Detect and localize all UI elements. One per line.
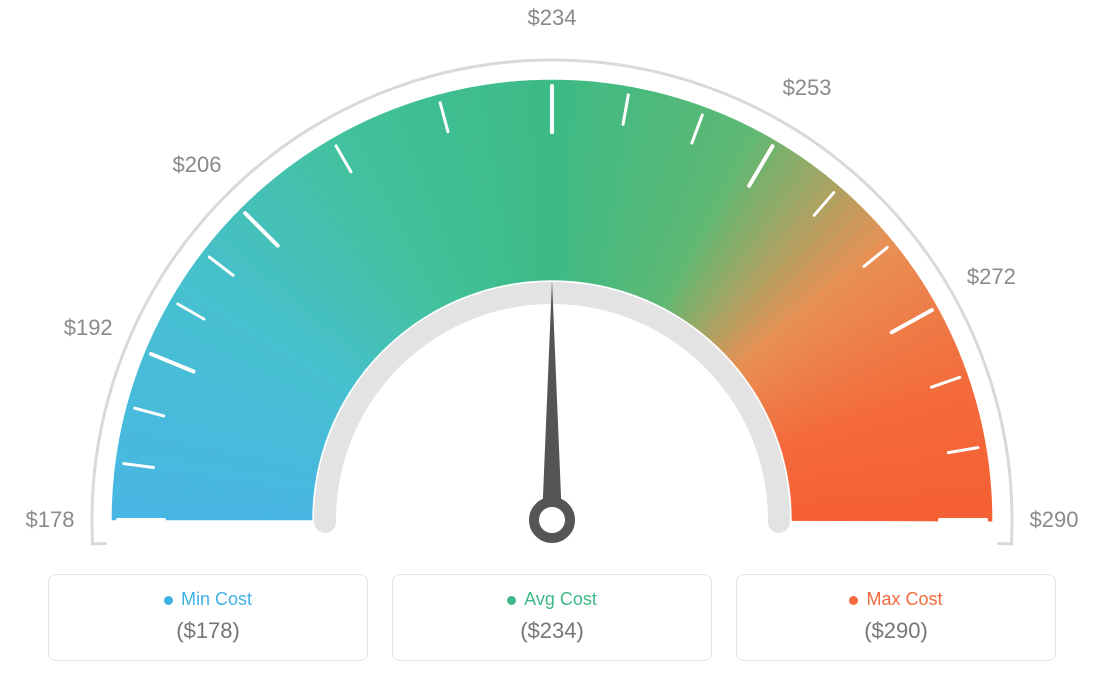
gauge-tick-label: $192 [64, 315, 113, 341]
gauge-needle [534, 280, 570, 538]
gauge-tick-label: $206 [173, 152, 222, 178]
dot-icon [849, 596, 858, 605]
dot-icon [164, 596, 173, 605]
legend-min-value: ($178) [59, 618, 357, 644]
legend-avg-label-text: Avg Cost [524, 589, 597, 609]
gauge-tick-label: $234 [528, 5, 577, 31]
dot-icon [507, 596, 516, 605]
gauge-svg [0, 0, 1104, 570]
legend-min-label-text: Min Cost [181, 589, 252, 609]
gauge-tick-label: $290 [1030, 507, 1079, 533]
legend-avg-label: Avg Cost [403, 589, 701, 610]
legend-avg-value: ($234) [403, 618, 701, 644]
legend-max-label-text: Max Cost [866, 589, 942, 609]
legend-min-label: Min Cost [59, 589, 357, 610]
gauge-tick-label: $178 [26, 507, 75, 533]
legend-card-avg: Avg Cost ($234) [392, 574, 712, 661]
legend-max-value: ($290) [747, 618, 1045, 644]
legend-card-max: Max Cost ($290) [736, 574, 1056, 661]
gauge-tick-label: $272 [967, 264, 1016, 290]
legend-row: Min Cost ($178) Avg Cost ($234) Max Cost… [0, 574, 1104, 661]
gauge-tick-label: $253 [783, 75, 832, 101]
legend-max-label: Max Cost [747, 589, 1045, 610]
gauge-chart: $178 $192 $206 $234 $253 $272 $290 [0, 0, 1104, 570]
legend-card-min: Min Cost ($178) [48, 574, 368, 661]
